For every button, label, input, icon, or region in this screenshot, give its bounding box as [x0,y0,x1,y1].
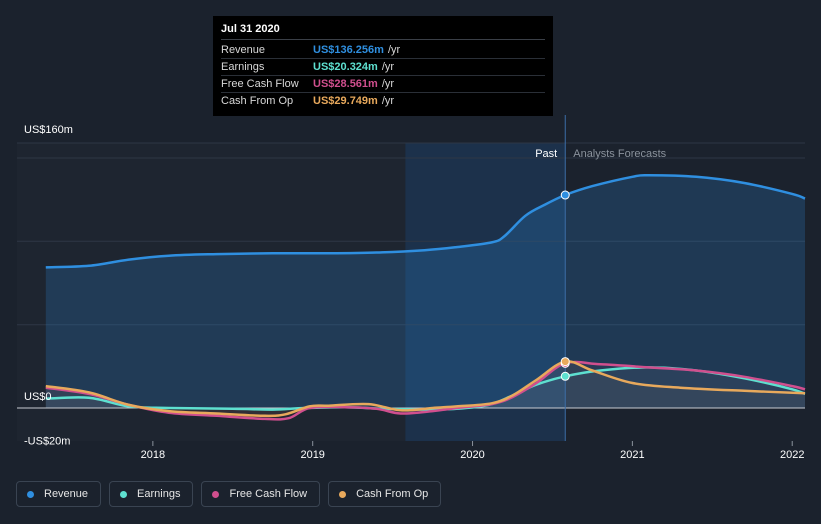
forecast-label: Analysts Forecasts [573,148,666,160]
y-axis-label-bottom: -US$20m [24,435,70,447]
y-axis-label-top: US$160m [24,124,73,136]
x-tick-label: 2022 [780,449,804,461]
line-revenue [45,173,806,269]
tooltip-date: Jul 31 2020 [221,23,545,40]
legend-label: Free Cash Flow [229,488,308,500]
legend-item-cash-from-op[interactable]: Cash From Op [328,481,442,507]
tooltip-unit: /yr [381,95,395,107]
past-label: Past [535,148,557,160]
x-tick-label: 2020 [460,449,484,461]
tooltip-row-revenue: Revenue US$136.256m /yr [221,42,545,59]
marker-earnings [560,371,570,381]
tooltip-label: Earnings [221,61,265,73]
legend-dot-icon [339,490,347,498]
forecast-highlight-band [405,143,566,441]
tooltip-label: Free Cash Flow [221,78,299,90]
tooltip-row-earnings: Earnings US$20.324m /yr [221,59,545,76]
financial-chart: Past Analysts Forecasts US$160m US$0 -US… [17,115,806,461]
tooltip-value: US$136.256m [313,44,384,56]
marker-revenue [560,190,570,200]
legend-dot-icon [120,490,128,498]
tooltip-value: US$28.561m [313,78,378,90]
tooltip-unit: /yr [381,78,395,90]
y-axis-label-zero: US$0 [24,391,52,403]
tooltip-label: Revenue [221,44,266,56]
area-free-cash-flow [45,362,806,420]
x-axis-ticks: 2018 2019 2020 2021 2022 [141,441,804,461]
data-tooltip: Jul 31 2020 Revenue US$136.256m /yr Earn… [213,16,553,116]
legend-label: Revenue [44,488,89,500]
chart-legend: Revenue Earnings Free Cash Flow Cash Fro… [16,481,442,507]
legend-item-earnings[interactable]: Earnings [109,481,194,507]
series-lines [45,173,806,421]
marker-cash-from-op [560,357,570,367]
legend-item-free-cash-flow[interactable]: Free Cash Flow [201,481,321,507]
legend-label: Cash From Op [356,488,429,500]
cursor-markers [560,190,570,381]
tooltip-row-free-cash-flow: Free Cash Flow US$28.561m /yr [221,76,545,93]
line-free-cash-flow [45,360,806,421]
tooltip-value: US$20.324m [313,61,378,73]
tooltip-label: Cash From Op [221,95,294,107]
tooltip-unit: /yr [387,44,401,56]
legend-label: Earnings [137,488,181,500]
tooltip-unit: /yr [381,61,395,73]
tooltip-row-cash-from-op: Cash From Op US$29.749m /yr [221,93,545,109]
x-tick-label: 2018 [141,449,165,461]
gridlines [17,142,805,326]
line-cash-from-op [45,360,806,418]
tooltip-value: US$29.749m [313,95,378,107]
legend-item-revenue[interactable]: Revenue [16,481,102,507]
x-tick-label: 2019 [300,449,324,461]
area-cash-from-op [45,361,806,416]
x-tick-label: 2021 [620,449,644,461]
legend-dot-icon [212,490,220,498]
area-revenue [45,175,806,408]
legend-dot-icon [27,490,34,498]
